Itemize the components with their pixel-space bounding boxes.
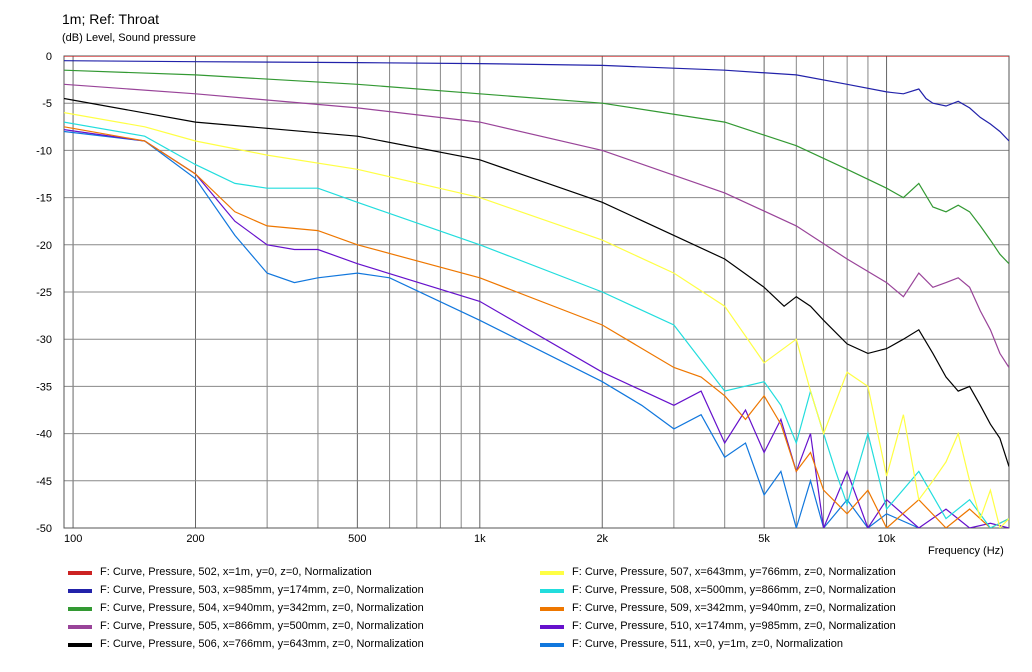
y-tick-label: -30 xyxy=(36,334,52,346)
x-tick-label: 5k xyxy=(758,533,770,545)
legend-label: F: Curve, Pressure, 503, x=985mm, y=174m… xyxy=(100,584,424,596)
series-line-6 xyxy=(64,112,1009,528)
x-tick-label: 200 xyxy=(186,533,204,545)
series-line-8 xyxy=(64,126,1009,528)
legend-item: F: Curve, Pressure, 509, x=342mm, y=940m… xyxy=(540,601,1000,619)
legend-item: F: Curve, Pressure, 510, x=174mm, y=985m… xyxy=(540,619,1000,637)
x-tick-label: 1k xyxy=(474,533,486,545)
series-line-2 xyxy=(64,60,1009,142)
legend-swatch xyxy=(68,607,92,611)
legend-label: F: Curve, Pressure, 504, x=940mm, y=342m… xyxy=(100,602,424,614)
series-line-5 xyxy=(64,97,1009,467)
series-line-7 xyxy=(64,121,1009,528)
legend-swatch xyxy=(540,607,564,611)
plot-area: 0 -5 -10 -15 -20 -25 -30 -35 -40 -45 -50 100 200 500 1… xyxy=(36,51,1010,545)
legend-item: F: Curve, Pressure, 505, x=866mm, y=500m… xyxy=(68,619,528,637)
x-axis-label: Frequency (Hz) xyxy=(928,545,1004,557)
series-line-3 xyxy=(64,69,1009,265)
series-line-10 xyxy=(64,130,920,528)
series-line-9 xyxy=(64,129,1009,528)
legend-swatch xyxy=(540,571,564,575)
legend-swatch xyxy=(68,571,92,575)
y-tick-label: -25 xyxy=(36,287,52,299)
legend-item: F: Curve, Pressure, 507, x=643mm, y=766m… xyxy=(540,565,1000,583)
y-tick-label: -10 xyxy=(36,145,52,157)
y-tick-label: 0 xyxy=(46,51,52,63)
legend-label: F: Curve, Pressure, 506, x=766mm, y=643m… xyxy=(100,638,424,650)
y-tick-label: -35 xyxy=(36,381,52,393)
legend-swatch xyxy=(68,625,92,629)
legend-label: F: Curve, Pressure, 510, x=174mm, y=985m… xyxy=(572,620,896,632)
x-tick-label: 2k xyxy=(596,533,608,545)
legend-label: F: Curve, Pressure, 511, x=0, y=1m, z=0,… xyxy=(572,638,843,650)
legend-label: F: Curve, Pressure, 508, x=500mm, y=866m… xyxy=(572,584,896,596)
legend-label: F: Curve, Pressure, 507, x=643mm, y=766m… xyxy=(572,566,896,578)
y-tick-label: -15 xyxy=(36,193,52,205)
y-tick-label: -20 xyxy=(36,240,52,252)
legend-swatch xyxy=(68,643,92,647)
x-tick-label: 500 xyxy=(348,533,366,545)
chart-subtitle: (dB) Level, Sound pressure xyxy=(62,32,196,44)
legend-item: F: Curve, Pressure, 506, x=766mm, y=643m… xyxy=(68,637,528,655)
y-tick-label: -5 xyxy=(42,98,52,110)
x-tick-label: 10k xyxy=(878,533,896,545)
legend-swatch xyxy=(540,625,564,629)
legend-swatch xyxy=(68,589,92,593)
y-tick-label: -45 xyxy=(36,476,52,488)
legend-item: F: Curve, Pressure, 502, x=1m, y=0, z=0,… xyxy=(68,565,528,583)
chart-title: 1m; Ref: Throat xyxy=(62,11,160,27)
series-line-4 xyxy=(64,83,1009,368)
legend-label: F: Curve, Pressure, 509, x=342mm, y=940m… xyxy=(572,602,896,614)
legend-item: F: Curve, Pressure, 511, x=0, y=1m, z=0,… xyxy=(540,637,1000,655)
legend-item: F: Curve, Pressure, 508, x=500mm, y=866m… xyxy=(540,583,1000,601)
legend-swatch xyxy=(540,643,564,647)
legend-item: F: Curve, Pressure, 503, x=985mm, y=174m… xyxy=(68,583,528,601)
legend-swatch xyxy=(540,589,564,593)
y-tick-label: -50 xyxy=(36,523,52,535)
y-tick-label: -40 xyxy=(36,429,52,441)
x-tick-label: 100 xyxy=(64,533,82,545)
legend-label: F: Curve, Pressure, 502, x=1m, y=0, z=0,… xyxy=(100,566,372,578)
legend-label: F: Curve, Pressure, 505, x=866mm, y=500m… xyxy=(100,620,424,632)
legend-item: F: Curve, Pressure, 504, x=940mm, y=342m… xyxy=(68,601,528,619)
